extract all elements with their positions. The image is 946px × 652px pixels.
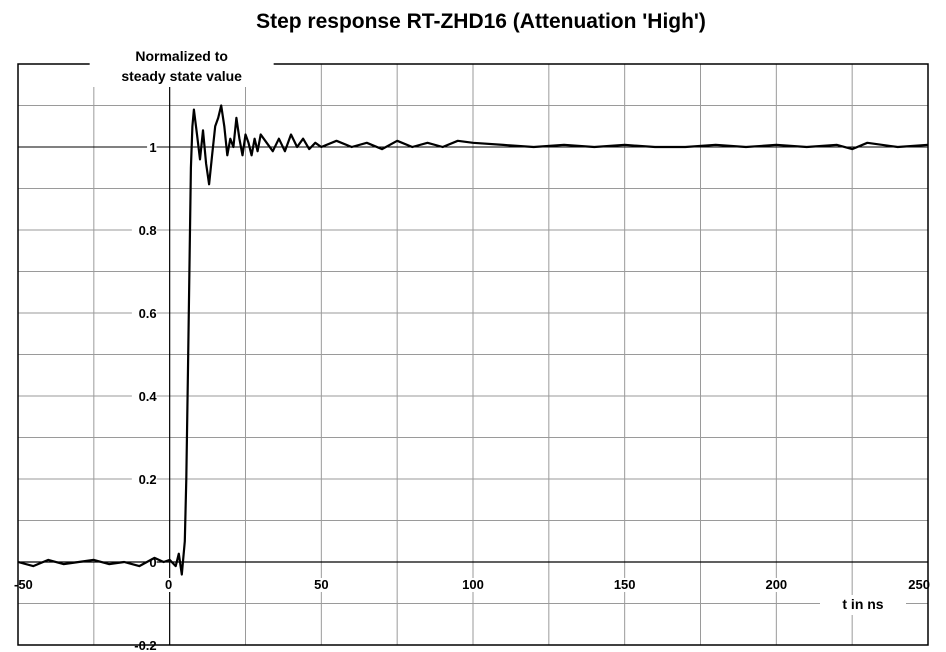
chart-axes xyxy=(18,64,928,645)
x-tick-label-background xyxy=(163,578,174,592)
y-tick-label-background xyxy=(131,224,157,238)
x-tick-label-background xyxy=(905,578,930,592)
chart-tick-labels: -50 0 50 100 150 200 250-0.200.20.40.60.81 xyxy=(14,140,930,652)
y-axis-label: Normalized to steady state value xyxy=(89,45,274,87)
y-tick-label-background xyxy=(131,390,157,404)
y-axis-label-line-1: Normalized to xyxy=(135,48,228,64)
y-tick-label-background xyxy=(131,473,157,487)
x-axis-label: t in ns xyxy=(820,595,906,615)
x-tick-label-background xyxy=(612,578,638,592)
x-tick-label: 250 xyxy=(908,577,930,592)
y-tick-label-background xyxy=(131,307,157,321)
x-tick-label-background xyxy=(312,578,330,592)
x-tick-label: -50 xyxy=(14,577,33,592)
x-tick-label: 100 xyxy=(462,577,484,592)
y-tick-label-background xyxy=(147,141,157,155)
x-tick-label-background xyxy=(14,578,39,592)
y-axis-label-line-2: steady state value xyxy=(121,68,242,84)
y-tick-label: 0 xyxy=(149,555,156,570)
series-line xyxy=(17,104,929,576)
x-tick-label-background xyxy=(763,578,789,592)
y-tick-label: 0.6 xyxy=(139,306,157,321)
x-tick-label: 150 xyxy=(614,577,636,592)
y-tick-label: 1 xyxy=(149,140,156,155)
y-tick-label: 0.4 xyxy=(139,389,158,404)
x-tick-label: 200 xyxy=(765,577,787,592)
x-tick-label-background xyxy=(460,578,486,592)
plot-frame xyxy=(17,63,929,646)
x-axis-label-text: t in ns xyxy=(842,596,883,612)
y-tick-label: 0.8 xyxy=(139,223,157,238)
chart-title: Step response RT-ZHD16 (Attenuation 'Hig… xyxy=(256,10,706,33)
y-tick-label: 0.2 xyxy=(139,472,157,487)
x-tick-label: 50 xyxy=(314,577,328,592)
x-axis-label-background xyxy=(820,595,906,615)
x-tick-label: 0 xyxy=(165,577,172,592)
y-axis-label-background xyxy=(89,45,274,87)
y-tick-label-background xyxy=(147,556,157,570)
